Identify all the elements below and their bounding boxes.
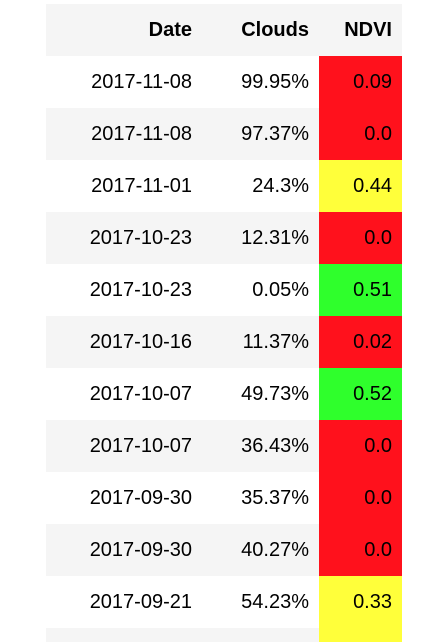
- date-cell: 2017-11-08: [46, 108, 201, 160]
- table-row: 2017-10-23 0.05% 0.51: [46, 264, 402, 316]
- clouds-cell: 49.73%: [241, 382, 309, 405]
- clouds-cell: [201, 628, 319, 642]
- date-cell: [46, 628, 201, 642]
- ndvi-cell: 0.51: [319, 264, 402, 316]
- clouds-cell: 97.37%: [201, 108, 319, 160]
- table-row: 2017-09-30 40.27% 0.0: [46, 524, 402, 576]
- clouds-column-header: Clouds: [201, 4, 319, 56]
- table-row: 2017-10-07 49.73% 0.52: [46, 368, 402, 420]
- ndvi-cell: 0.0: [319, 108, 402, 160]
- date-cell: 2017-11-01: [91, 174, 192, 197]
- ndvi-column-header: NDVI: [319, 4, 402, 56]
- ndvi-table: Date Clouds NDVI 2017-11-08 99.95% 0.09 201…: [46, 4, 402, 642]
- date-cell: 2017-09-30: [46, 524, 201, 576]
- date-cell: 2017-10-07: [46, 420, 201, 472]
- date-cell: 2017-10-16: [46, 316, 201, 368]
- date-column-header: Date: [46, 4, 201, 56]
- table-row: 2017-09-30 35.37% 0.0: [46, 472, 402, 524]
- ndvi-cell: 0.09: [319, 56, 402, 108]
- clouds-cell: 12.31%: [201, 212, 319, 264]
- clouds-cell: 24.3%: [252, 174, 309, 197]
- clouds-cell: 40.27%: [201, 524, 319, 576]
- clouds-cell: 36.43%: [201, 420, 319, 472]
- ndvi-cell: [319, 628, 402, 642]
- date-cell: 2017-10-23: [46, 212, 201, 264]
- table-row-partial: [46, 628, 402, 642]
- ndvi-cell: 0.0: [319, 472, 402, 524]
- ndvi-cell: 0.0: [319, 212, 402, 264]
- date-cell: 2017-09-21: [89, 590, 192, 613]
- ndvi-cell: 0.52: [319, 368, 402, 420]
- ndvi-cell: 0.33: [319, 576, 402, 628]
- clouds-cell: 0.05%: [252, 278, 309, 301]
- date-cell: 2017-11-08: [91, 70, 192, 93]
- table-row: 2017-11-01 24.3% 0.44: [46, 160, 402, 212]
- table-row: 2017-11-08 97.37% 0.0: [46, 108, 402, 160]
- clouds-cell: 99.95%: [241, 70, 309, 93]
- ndvi-cell: 0.0: [319, 524, 402, 576]
- table-row: 2017-10-16 11.37% 0.02: [46, 316, 402, 368]
- table-row: 2017-10-23 12.31% 0.0: [46, 212, 402, 264]
- clouds-cell: 11.37%: [201, 316, 319, 368]
- clouds-cell: 35.37%: [241, 486, 309, 509]
- clouds-cell: 54.23%: [241, 590, 309, 613]
- date-cell: 2017-10-07: [89, 382, 192, 405]
- header-row: Date Clouds NDVI: [46, 4, 402, 56]
- date-cell: 2017-09-30: [89, 486, 192, 509]
- table-row: 2017-10-07 36.43% 0.0: [46, 420, 402, 472]
- ndvi-cell: 0.02: [319, 316, 402, 368]
- table-header: Date Clouds NDVI: [46, 4, 402, 56]
- table-row: 2017-09-21 54.23% 0.33: [46, 576, 402, 628]
- date-cell: 2017-10-23: [89, 278, 192, 301]
- table-row: 2017-11-08 99.95% 0.09: [46, 56, 402, 108]
- table-body: 2017-11-08 99.95% 0.09 2017-11-08 97.37% 0.0 2…: [46, 56, 402, 642]
- ndvi-cell: 0.44: [319, 160, 402, 212]
- ndvi-cell: 0.0: [319, 420, 402, 472]
